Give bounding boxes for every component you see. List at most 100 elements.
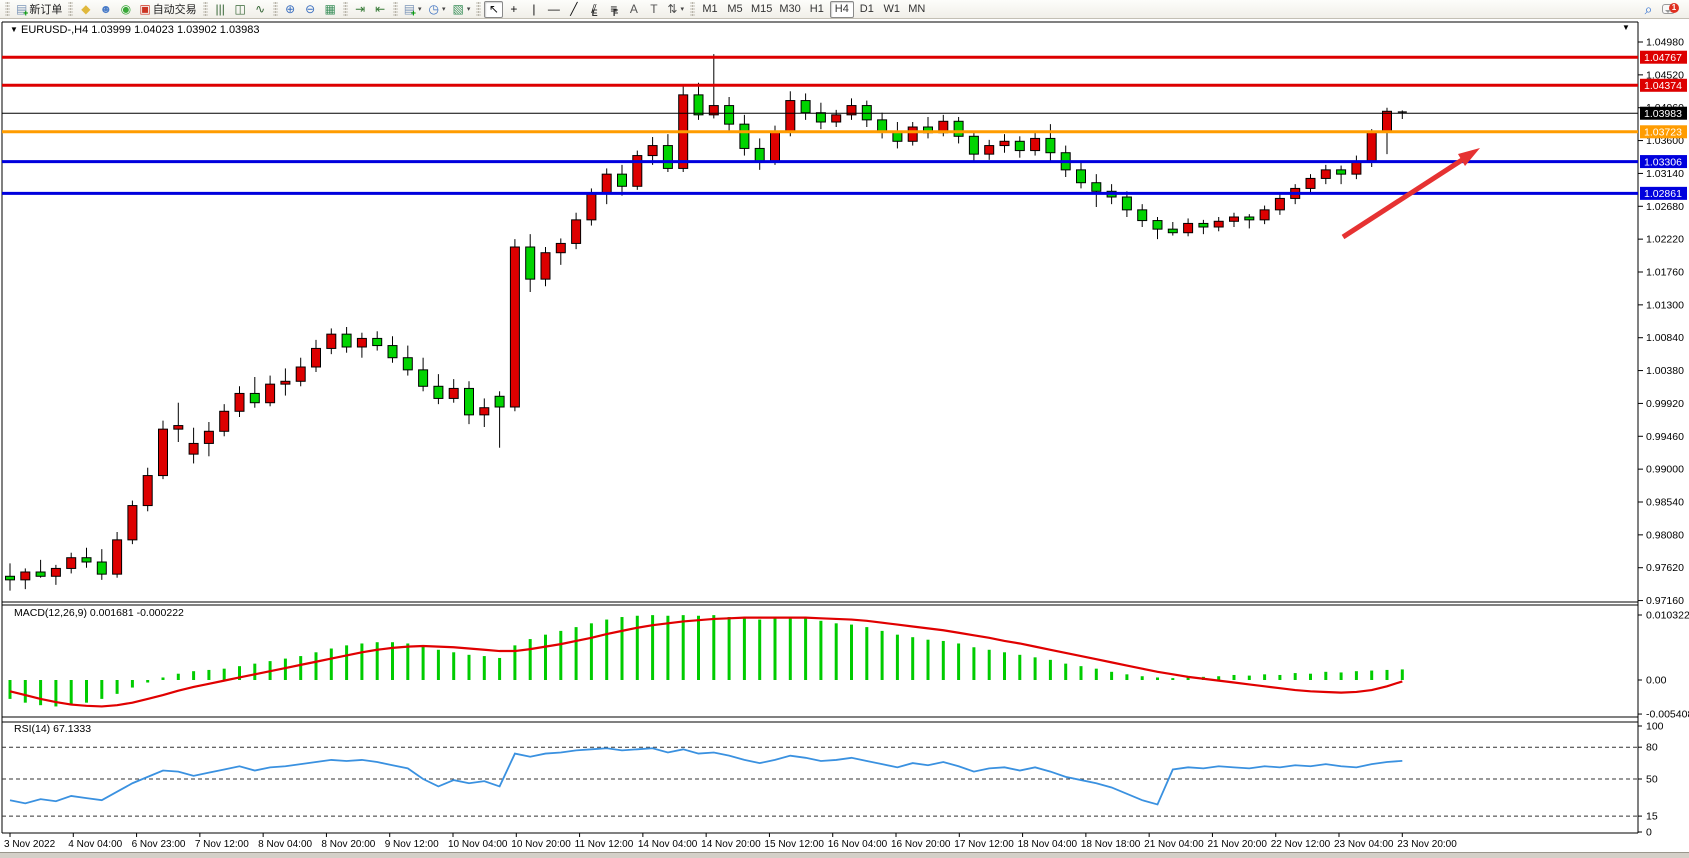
fibonacci-button[interactable]: ≡ F — [604, 1, 623, 18]
trend-arrow[interactable] — [1341, 157, 1464, 240]
y-axis-tick-label: 1.04980 — [1646, 37, 1684, 49]
x-axis-label: 4 Nov 04:00 — [68, 839, 122, 850]
tf-m5-button[interactable]: M5 — [723, 1, 747, 18]
candlestick-chart-button[interactable]: ◫ — [231, 1, 250, 18]
x-axis-label: 10 Nov 04:00 — [448, 839, 508, 850]
price-badge: 1.03723 — [1644, 127, 1682, 139]
tf-m30-button[interactable]: M30 — [776, 1, 803, 18]
tile-windows-icon: ▦ — [324, 2, 336, 16]
market-watch-button[interactable]: ◆ — [76, 1, 95, 18]
channel-button[interactable]: ⫽ E — [584, 1, 603, 18]
chart-high-value: 1.04023 — [134, 24, 174, 36]
candle — [1320, 169, 1331, 179]
auto-scroll-button[interactable]: ⇥ — [351, 1, 370, 18]
channel-icon: ⫽ E — [591, 2, 598, 18]
tf-m1-button-label: M1 — [702, 3, 718, 15]
vertical-line-button[interactable]: | — [524, 1, 543, 18]
mini-badge-icon: + — [410, 8, 417, 18]
chart-shift-marker-icon[interactable]: ▼ — [1622, 23, 1630, 32]
indicators-icon: ▧ — [452, 2, 464, 16]
bar-chart-button[interactable]: ||| — [211, 1, 230, 18]
search-button[interactable]: ⌕ — [1639, 1, 1658, 18]
cursor-button[interactable]: ↖ — [484, 0, 504, 18]
candle — [295, 366, 306, 382]
arrows-button[interactable]: ⇅ ▾ — [664, 1, 687, 18]
candle — [1382, 110, 1392, 132]
candle — [754, 147, 765, 162]
tf-m1-button[interactable]: M1 — [698, 1, 722, 18]
x-axis-label: 7 Nov 12:00 — [195, 839, 249, 850]
horizontal-line-button[interactable]: — — [544, 1, 563, 18]
text-label-button[interactable]: T — [644, 1, 663, 18]
tf-h1-button[interactable]: H1 — [805, 1, 829, 18]
autotrading-button[interactable]: ▣ 自动交易 — [136, 1, 199, 18]
indicators-button[interactable]: ▧ ▾ — [450, 1, 474, 18]
trend-arrow-head[interactable] — [1458, 148, 1480, 166]
y-axis-tick-label: 1.01760 — [1646, 266, 1684, 278]
chevron-down-icon[interactable]: ▼ — [10, 25, 18, 34]
new-order-button[interactable]: ▤ + 新订单 — [13, 1, 65, 18]
candle — [479, 407, 490, 416]
chart-close-value: 1.03983 — [219, 24, 260, 36]
candle — [815, 112, 826, 123]
candle — [265, 383, 276, 404]
candle — [800, 100, 811, 114]
candle — [433, 385, 444, 399]
profiles-button[interactable]: ◷ ▾ — [426, 1, 449, 18]
dropdown-arrow-icon[interactable]: ▾ — [442, 6, 446, 13]
tf-h4-button[interactable]: H4 — [829, 0, 854, 18]
candle — [555, 242, 566, 254]
chat-button[interactable]: 1 — [1659, 1, 1679, 18]
chat-icon: 1 — [1662, 3, 1679, 14]
new-order-icon: ▤ + — [16, 2, 29, 18]
candle — [1198, 222, 1209, 228]
dropdown-arrow-icon[interactable]: ▾ — [466, 6, 471, 13]
candle — [846, 105, 857, 116]
chart-shift-button[interactable]: ⇤ — [371, 1, 390, 18]
zoom-out-button[interactable]: ⊖ — [301, 1, 320, 18]
new-chart-button[interactable]: ▤ + ▾ — [401, 1, 425, 18]
x-axis-label: 16 Nov 20:00 — [891, 839, 951, 850]
candle — [112, 539, 123, 575]
x-axis-label: 23 Nov 20:00 — [1397, 839, 1457, 850]
data-window-icon: ☻ — [99, 2, 113, 16]
text-icon: A — [629, 2, 638, 16]
signals-button[interactable]: ◉ — [116, 1, 135, 18]
text-label-icon: T — [650, 2, 658, 16]
candle — [311, 347, 321, 368]
chart-canvas[interactable]: 1.049801.045201.040601.036001.031401.026… — [0, 19, 1689, 858]
horizontal-line-icon: — — [547, 2, 560, 16]
data-window-button[interactable]: ☻ — [96, 1, 115, 18]
y-axis-tick-label: 0.98540 — [1646, 496, 1684, 508]
candle — [571, 219, 582, 244]
price-badge: 1.03306 — [1644, 156, 1682, 168]
market-watch-icon: ◆ — [81, 2, 91, 16]
tf-d1-button[interactable]: D1 — [855, 1, 879, 18]
trendline-button[interactable]: ╱ — [564, 1, 583, 18]
tile-windows-button[interactable]: ▦ — [321, 1, 340, 18]
dropdown-arrow-icon[interactable]: ▾ — [680, 6, 684, 13]
line-chart-button[interactable]: ∿ — [251, 1, 270, 18]
x-axis-label: 9 Nov 12:00 — [385, 839, 439, 850]
main-toolbar: ▤ + 新订单 ◆ ☻ ◉ ▣ 自动交易 ||| ◫ ∿ ⊕ ⊖ ▦ ⇥ ⇤ ▤ + ▾ ◷ ▾ ▧ ▾ ↖ + | — ╱ ⫽ E ≡ F A… — [0, 0, 1689, 19]
text-button[interactable]: A — [624, 1, 643, 18]
x-axis-label: 22 Nov 12:00 — [1271, 839, 1331, 850]
tf-w1-button[interactable]: W1 — [880, 1, 904, 18]
zoom-in-button[interactable]: ⊕ — [281, 1, 300, 18]
arrows-icon: ⇅ — [667, 2, 678, 16]
tf-m15-button[interactable]: M15 — [748, 1, 775, 18]
candle — [953, 120, 964, 137]
candle — [387, 345, 398, 359]
macd-axis-label: -0.005408 — [1646, 709, 1689, 721]
crosshair-button[interactable]: + — [504, 1, 523, 18]
rsi-line — [9, 747, 1403, 806]
tf-h4-button-label: H4 — [834, 3, 849, 15]
candle — [1336, 169, 1347, 175]
line-chart-icon: ∿ — [255, 2, 266, 16]
candle — [356, 337, 367, 348]
candle — [219, 410, 230, 432]
tf-mn-button[interactable]: MN — [905, 1, 929, 18]
dropdown-arrow-icon[interactable]: ▾ — [418, 6, 422, 13]
candle — [50, 567, 61, 577]
tf-m5-button-label: M5 — [727, 3, 743, 15]
